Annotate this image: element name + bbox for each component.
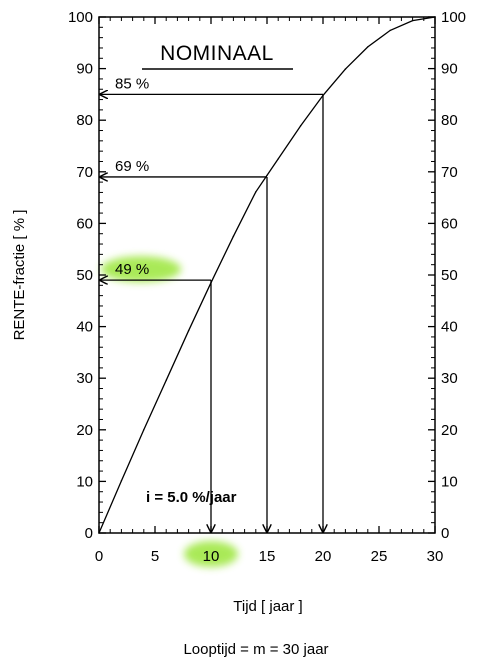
y-axis-label: RENTE-fractie [ % ] [11, 210, 28, 341]
readout-highlight [101, 256, 181, 283]
series-point [434, 16, 436, 18]
y-tick-label-left: 40 [76, 319, 93, 336]
y-tick-label-left: 60 [76, 215, 93, 232]
y-tick-label-right: 100 [441, 9, 466, 26]
series-point [277, 158, 279, 160]
series-point [322, 94, 324, 97]
series-point [344, 68, 347, 70]
y-tick-label-right: 40 [441, 319, 458, 336]
x-tick-label: 15 [259, 548, 276, 565]
x-tick-label: 0 [95, 548, 103, 565]
axis-ticks [98, 16, 436, 534]
readout-guides: 49 % 69 % 85 % [100, 75, 323, 532]
series-point [411, 19, 414, 22]
series-point [165, 379, 167, 381]
x-tick-label: 5 [151, 548, 159, 565]
series-point [210, 282, 212, 284]
y-tick-label-left: 0 [85, 525, 93, 542]
series-layer [98, 16, 436, 534]
series-point [255, 191, 257, 193]
x-axis-label: Tijd [ jaar ] [233, 598, 302, 615]
annotation-rate: i = 5.0 %/jaar [146, 489, 237, 506]
series-point [143, 429, 145, 431]
x-tick-label: 25 [371, 548, 388, 565]
readout-label: 49 % [115, 261, 149, 278]
series-point [299, 125, 302, 127]
y-tick-label-right: 10 [441, 473, 458, 490]
x-tick-label: 30 [427, 548, 444, 565]
y-tick-label-right: 70 [441, 164, 458, 181]
y-tick-label-left: 30 [76, 370, 93, 387]
y-tick-label-left: 70 [76, 164, 93, 181]
y-tick-label-left: 100 [68, 9, 93, 26]
y-tick-label-right: 30 [441, 370, 458, 387]
y-tick-label-left: 50 [76, 267, 93, 284]
y-tick-label-left: 90 [76, 61, 93, 78]
x-tick-label: 20 [315, 548, 332, 565]
x-tick-label: 10 [203, 548, 220, 565]
y-tick-label-right: 0 [441, 525, 449, 542]
footer-text: Looptijd = m = 30 jaar [183, 641, 328, 658]
y-tick-label-left: 10 [76, 473, 93, 490]
y-tick-label-left: 80 [76, 112, 93, 129]
highlight-layer [101, 256, 238, 567]
y-tick-label-right: 20 [441, 422, 458, 439]
series-point [367, 46, 369, 48]
y-tick-label-right: 60 [441, 215, 458, 232]
y-tick-label-right: 90 [441, 61, 458, 78]
y-tick-label-right: 80 [441, 112, 458, 129]
chart-title: NOMINAAL [160, 42, 274, 65]
series-point [98, 532, 100, 534]
series-point [187, 330, 190, 332]
series-point [120, 480, 123, 482]
y-tick-label-left: 20 [76, 422, 93, 439]
x-tick-highlight [184, 541, 238, 567]
readout-label: 85 % [115, 75, 149, 92]
series-point [266, 174, 268, 177]
y-tick-label-right: 50 [441, 267, 458, 284]
series-point [232, 235, 235, 237]
readout-label: 69 % [115, 158, 149, 175]
series-point [389, 29, 391, 32]
